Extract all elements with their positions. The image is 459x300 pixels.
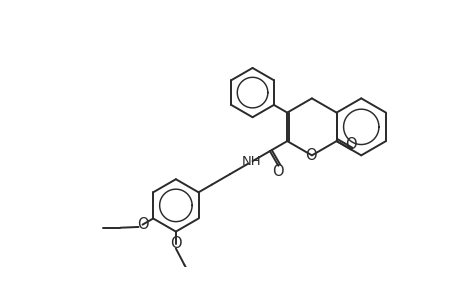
Text: O: O: [170, 236, 181, 251]
Text: O: O: [345, 137, 356, 152]
Text: O: O: [272, 164, 284, 179]
Text: NH: NH: [241, 154, 261, 168]
Text: O: O: [305, 148, 316, 163]
Text: O: O: [136, 217, 148, 232]
